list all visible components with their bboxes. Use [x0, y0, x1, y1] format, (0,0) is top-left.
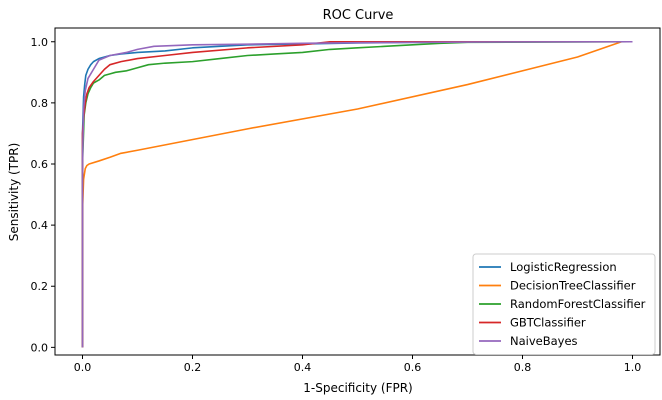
- y-tick-label: 0.4: [31, 219, 49, 232]
- legend-box: [472, 253, 656, 355]
- series-line-decisiontreeclassifier: [81, 40, 633, 348]
- chart-title: ROC Curve: [323, 8, 394, 23]
- legend-label: DecisionTreeClassifier: [510, 279, 636, 293]
- x-tick-label: 0.8: [514, 361, 532, 374]
- y-tick-label: 0.0: [31, 341, 49, 354]
- y-tick-label: 0.2: [31, 280, 49, 293]
- x-axis-ticks: 0.0 0.2 0.4 0.6 0.8 1.0: [74, 355, 642, 374]
- legend-label: RandomForestClassifier: [510, 297, 646, 311]
- legend-label: GBTClassifier: [510, 316, 586, 330]
- y-axis-label: Sensitivity (TPR): [7, 143, 21, 242]
- legend-label: NaiveBayes: [510, 334, 578, 348]
- legend: LogisticRegression DecisionTreeClassifier…: [472, 253, 656, 355]
- y-tick-label: 0.6: [31, 158, 49, 171]
- x-tick-label: 0.6: [404, 361, 422, 374]
- series-line-naivebayes: [81, 40, 633, 348]
- y-tick-label: 0.8: [31, 97, 49, 110]
- series-layer: [81, 40, 633, 348]
- y-axis-ticks: 0.0 0.2 0.4 0.6 0.8 1.0: [31, 36, 55, 354]
- series-line-randomforestclassifier: [81, 40, 633, 348]
- x-tick-label: 1.0: [624, 361, 642, 374]
- legend-label: LogisticRegression: [510, 260, 617, 274]
- x-tick-label: 0.0: [74, 361, 92, 374]
- x-tick-label: 0.4: [294, 361, 312, 374]
- y-tick-label: 1.0: [31, 36, 49, 49]
- plot-frame: [54, 27, 661, 356]
- x-tick-label: 0.2: [184, 361, 202, 374]
- x-axis-label: 1-Specificity (FPR): [303, 381, 412, 395]
